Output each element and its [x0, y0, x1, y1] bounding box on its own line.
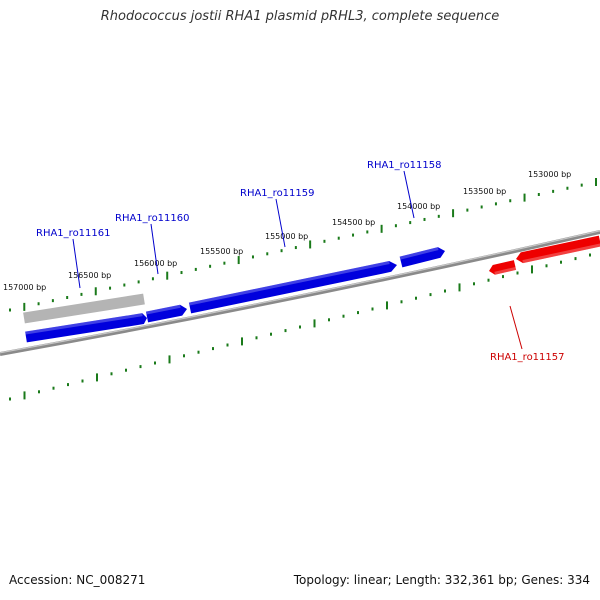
- gray-feature-bar: [23, 293, 145, 324]
- gene-label: RHA1_ro11158: [367, 160, 442, 171]
- gene-arrow-ro11159-shine: [188, 261, 390, 306]
- gene-label-group: RHA1_ro11161 RHA1_ro11160 RHA1_ro11159 RHA1…: [36, 160, 565, 363]
- gene-leader-line: [275, 198, 286, 248]
- gene-label: RHA1_ro11159: [240, 188, 315, 199]
- gene-label: RHA1_ro11160: [115, 213, 190, 224]
- scale-label: 156500 bp: [68, 271, 111, 280]
- gene-arrow-ro11158-shine: [399, 247, 439, 260]
- gene-arrow-ro11161: [25, 313, 147, 343]
- backbone-group: [0, 230, 600, 356]
- left-backbone: [0, 230, 600, 356]
- topology-summary: Topology: linear; Length: 332,361 bp; Ge…: [293, 573, 590, 587]
- gene-arrow-small-reverse: [489, 260, 517, 275]
- gene-leader-line: [403, 170, 415, 219]
- gene-leader-line: [150, 223, 159, 275]
- backbone-highlight: [0, 230, 600, 354]
- gene-arrow-ro11159: [188, 261, 397, 314]
- gene-leader-line: [509, 305, 523, 350]
- inner-tick-ring: [9, 253, 591, 401]
- scale-label: 155000 bp: [265, 232, 308, 241]
- gene-arrow-ro11161-shine: [25, 313, 143, 335]
- outer-tick-ring: [9, 178, 597, 312]
- scale-label: 156000 bp: [134, 259, 177, 268]
- scale-label: 154500 bp: [332, 218, 375, 227]
- map-title: Rhodococcus jostii RHA1 plasmid pRHL3, c…: [100, 9, 500, 24]
- scale-label: 153000 bp: [528, 170, 571, 179]
- scale-label: 155500 bp: [200, 247, 243, 256]
- gene-arrow-small-reverse-shine: [494, 266, 517, 275]
- accession-text: Accession: NC_008271: [9, 573, 146, 587]
- gene-arrow-ro11160: [145, 304, 187, 323]
- scale-label: 153500 bp: [463, 187, 506, 196]
- scale-label-group: 153000 bp 153500 bp 154000 bp 154500 bp 1550…: [3, 170, 571, 292]
- scale-label: 157000 bp: [3, 283, 46, 292]
- gene-leader-line: [72, 238, 81, 289]
- gene-label: RHA1_ro11161: [36, 228, 111, 239]
- feature-group: [23, 235, 600, 343]
- gene-arrow-ro11157-shine: [522, 243, 600, 264]
- gene-arrow-ro11160-shine: [145, 304, 181, 315]
- gene-arrow-ro11157: [516, 235, 600, 264]
- scale-label: 154000 bp: [397, 202, 440, 211]
- gene-label: RHA1_ro11157: [490, 352, 565, 363]
- gene-arrow-ro11158: [399, 247, 445, 268]
